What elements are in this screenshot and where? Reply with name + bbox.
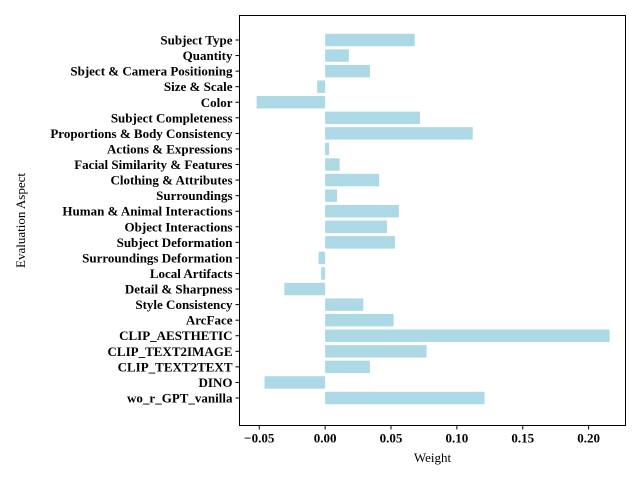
y-tick-label: Actions & Expressions	[107, 141, 232, 156]
bar-dino	[264, 376, 326, 389]
y-tick-label: Detail & Sharpness	[125, 282, 233, 297]
x-tick-label: 0.00	[314, 431, 337, 446]
y-tick-label: Subject Deformation	[117, 235, 234, 250]
bar-surroundings	[325, 189, 337, 202]
x-axis-title: Weight	[414, 450, 452, 465]
bar-actions-expressions	[325, 142, 330, 156]
y-tick-label: Style Consistency	[135, 297, 233, 312]
y-tick-label: ArcFace	[186, 313, 233, 328]
bar-clip-text2text	[325, 360, 370, 374]
y-tick-label: CLIP_TEXT2TEXT	[118, 359, 233, 374]
y-tick-label: Surroundings	[156, 188, 232, 203]
plot-frame	[239, 15, 626, 426]
x-tick-label: 0.10	[445, 431, 468, 446]
y-tick-label: Subject Completeness	[111, 110, 233, 125]
y-tick-label: Size & Scale	[164, 79, 233, 94]
y-tick-label: Local Artifacts	[150, 266, 233, 281]
bar-detail-sharpness	[284, 282, 326, 296]
bar-object-interactions	[325, 220, 388, 234]
bar-clip-text2image	[325, 345, 427, 358]
bar-style-consistency	[325, 298, 364, 311]
y-tick-label: Subject Type	[160, 33, 232, 48]
bar-wo-r-gpt-vanilla	[325, 391, 485, 405]
bar-local-artifacts	[321, 267, 326, 280]
y-tick-label: Object Interactions	[125, 219, 233, 234]
bar-subject-type	[325, 33, 415, 47]
y-tick-label: Facial Similarity & Features	[74, 157, 232, 172]
x-tick-label: 0.15	[511, 431, 534, 446]
y-tick-label: wo_r_GPT_vanilla	[127, 391, 233, 406]
x-tick-layer: −0.05 0.00 0.05 0.10 0.15 0.20	[244, 425, 600, 446]
bar-subject-completeness	[325, 111, 420, 125]
bar-quantity	[325, 49, 349, 62]
y-tick-label: Color	[201, 95, 233, 110]
x-tick-label: −0.05	[244, 431, 275, 446]
bar-surroundings-deformation	[318, 251, 326, 265]
bar-human-animal-interactions	[325, 204, 399, 218]
x-tick-label: 0.05	[380, 431, 403, 446]
y-tick-label: Human & Animal Interactions	[62, 204, 232, 219]
bar-clothing-attributes	[325, 173, 380, 187]
y-axis-title: Evaluation Aspect	[13, 173, 28, 268]
y-tick-label: CLIP_TEXT2IMAGE	[108, 344, 233, 359]
y-tick-label: CLIP_AESTHETIC	[119, 328, 232, 343]
bar-arcface	[325, 313, 394, 327]
y-tick-label: DINO	[199, 375, 233, 390]
bar-clip-aesthetic	[325, 329, 610, 342]
bars-layer	[256, 33, 610, 405]
y-tick-label: Proportions & Body Consistency	[50, 126, 233, 141]
y-tick-label: Surroundings Deformation	[82, 250, 233, 265]
bar-sbject-camera-positioning	[325, 64, 370, 78]
bar-subject-deformation	[325, 236, 395, 249]
y-tick-label: Sbject & Camera Positioning	[70, 64, 233, 79]
bar-color	[256, 96, 326, 109]
y-tick-label: Clothing & Attributes	[110, 173, 232, 188]
bar-proportions-body-consistency	[325, 127, 473, 140]
x-tick-label: 0.20	[577, 431, 600, 446]
y-tick-label: Quantity	[183, 48, 233, 63]
bar-size-scale	[317, 80, 326, 93]
bar-facial-similarity-features	[325, 158, 340, 171]
